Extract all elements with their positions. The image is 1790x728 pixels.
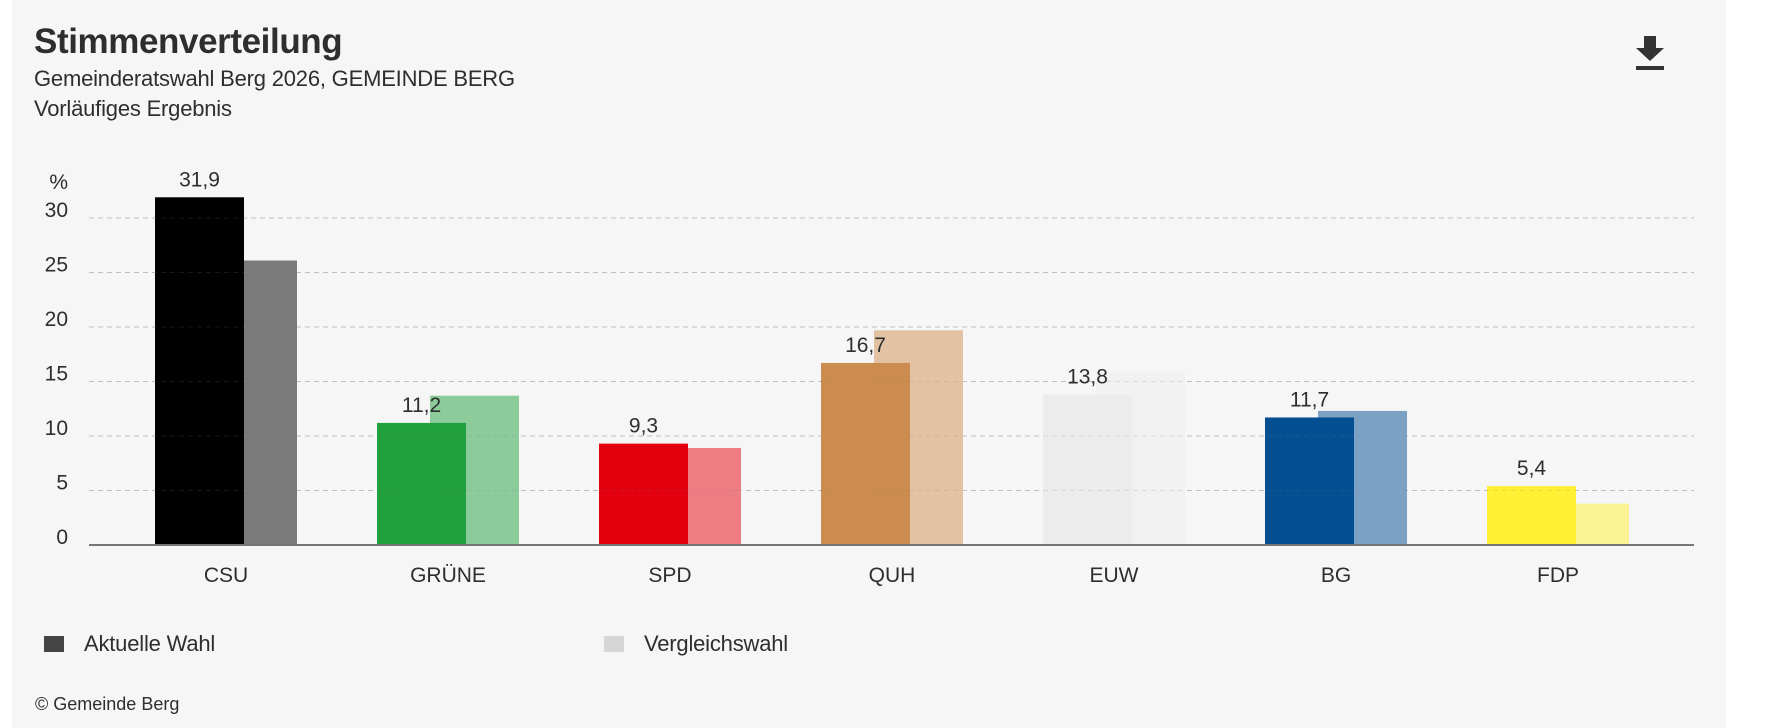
value-label: 31,9 (179, 168, 220, 191)
copyright-notice: © Gemeinde Berg (35, 694, 180, 714)
legend-item-current[interactable]: Aktuelle Wahl (44, 630, 215, 658)
bar-current-euw[interactable] (1043, 394, 1132, 545)
x-tick-label: CSU (204, 564, 248, 587)
bars (155, 197, 1629, 546)
value-label: 16,7 (845, 334, 886, 357)
x-tick-label: SPD (648, 564, 691, 587)
y-tick-label: 25 (45, 254, 68, 277)
bar-current-bg[interactable] (1265, 417, 1354, 545)
bar-current-fdp[interactable] (1487, 486, 1576, 545)
chart-subtitle: Gemeinderatswahl Berg 2026, GEMEINDE BER… (34, 66, 515, 91)
legend-swatch-comparison (604, 636, 624, 652)
x-tick-label: QUH (869, 564, 916, 587)
x-tick-label: FDP (1537, 564, 1579, 587)
y-tick-label: 20 (45, 308, 68, 331)
x-tick-label: EUW (1090, 564, 1139, 587)
value-label: 11,2 (402, 394, 441, 417)
y-tick-label: 5 (56, 472, 68, 495)
x-tick-label: BG (1321, 564, 1351, 587)
labels: 0 5 10 15 20 25 30 31,9 CSU 11,2 GRÜNE 9,3 SPD 16,7 QU… (45, 168, 1694, 587)
legend-label-comparison: Vergleichswahl (644, 631, 788, 656)
y-tick-label: 30 (45, 199, 68, 222)
value-label: 5,4 (1517, 457, 1547, 480)
bar-current-csu[interactable] (155, 197, 244, 546)
bar-current-spd[interactable] (599, 443, 688, 545)
download-button[interactable] (1636, 34, 1666, 72)
value-label: 9,3 (629, 415, 658, 438)
chart-title: Stimmenverteilung (34, 22, 343, 61)
legend-label-current: Aktuelle Wahl (84, 631, 216, 656)
y-tick-label: 0 (56, 526, 68, 549)
legend-item-comparison[interactable]: Vergleichswahl (604, 630, 788, 658)
legend-swatch-current (44, 636, 64, 652)
bar-current-grüne[interactable] (377, 422, 466, 545)
y-tick-label: 10 (45, 417, 68, 440)
bar-current-quh[interactable] (821, 362, 910, 545)
download-icon (1636, 36, 1664, 70)
bar-chart: 0 5 10 15 20 25 30 31,9 CSU 11,2 GRÜNE 9,3 SPD 16,7 QU… (45, 168, 1694, 587)
value-label: 13,8 (1067, 366, 1108, 389)
x-tick-label: GRÜNE (410, 564, 486, 587)
y-axis-unit-label: % (49, 171, 68, 194)
result-status: Vorläufiges Ergebnis (34, 96, 232, 121)
value-label: 11,7 (1290, 388, 1329, 411)
y-tick-label: 15 (45, 363, 68, 386)
gridline-overlay (89, 217, 1694, 491)
